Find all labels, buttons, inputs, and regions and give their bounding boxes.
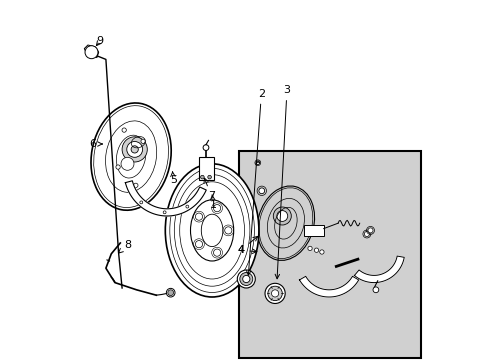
Circle shape	[207, 175, 211, 179]
Circle shape	[267, 286, 282, 301]
Circle shape	[273, 207, 291, 225]
Circle shape	[242, 275, 249, 283]
Circle shape	[224, 227, 231, 234]
Text: 1: 1	[209, 195, 216, 210]
Bar	[239, 151, 420, 358]
Polygon shape	[299, 276, 358, 297]
Circle shape	[195, 240, 202, 248]
Circle shape	[256, 161, 259, 165]
Circle shape	[213, 204, 220, 212]
Circle shape	[133, 183, 138, 188]
Circle shape	[116, 165, 120, 169]
Text: 3: 3	[275, 85, 290, 279]
Circle shape	[195, 213, 202, 220]
Circle shape	[237, 270, 255, 288]
Circle shape	[307, 246, 311, 251]
Circle shape	[126, 141, 142, 157]
Polygon shape	[84, 45, 99, 58]
Text: 5: 5	[169, 172, 176, 185]
Circle shape	[314, 248, 318, 252]
Polygon shape	[354, 256, 404, 283]
Circle shape	[271, 290, 278, 297]
Circle shape	[140, 201, 142, 204]
Ellipse shape	[165, 164, 258, 297]
Text: 4: 4	[237, 245, 256, 255]
Circle shape	[372, 287, 378, 293]
Circle shape	[264, 283, 285, 303]
Circle shape	[364, 231, 368, 237]
Circle shape	[276, 211, 287, 221]
Bar	[303, 225, 323, 236]
Text: 6: 6	[89, 139, 102, 149]
Circle shape	[167, 290, 173, 296]
Bar	[199, 157, 213, 180]
Circle shape	[121, 157, 134, 170]
Circle shape	[122, 128, 126, 132]
Polygon shape	[125, 181, 206, 216]
Circle shape	[258, 188, 264, 194]
Circle shape	[239, 273, 252, 285]
Circle shape	[367, 228, 372, 233]
Circle shape	[213, 249, 220, 256]
Circle shape	[163, 211, 166, 214]
Circle shape	[122, 137, 147, 162]
Circle shape	[185, 205, 188, 208]
Circle shape	[85, 46, 98, 59]
Text: 2: 2	[246, 89, 264, 275]
Circle shape	[131, 146, 138, 153]
Circle shape	[166, 288, 175, 297]
Circle shape	[319, 250, 324, 254]
Text: 9: 9	[96, 36, 103, 46]
Text: 7: 7	[203, 178, 215, 201]
Circle shape	[200, 175, 204, 179]
Circle shape	[141, 139, 145, 144]
Text: 8: 8	[118, 240, 131, 253]
Circle shape	[203, 145, 208, 150]
Text: 4: 4	[237, 237, 257, 255]
